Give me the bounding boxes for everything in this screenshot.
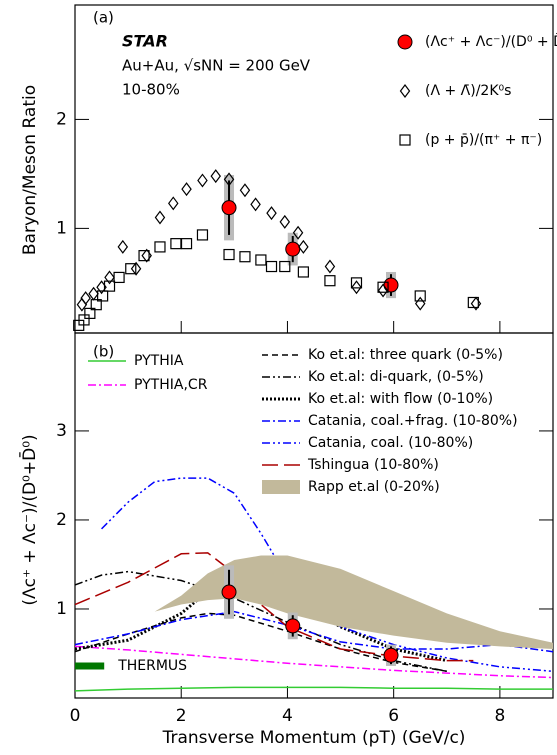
y-tick-label: 2: [56, 109, 67, 129]
legend-label: (p + p̄)/(π⁺ + π⁻): [425, 132, 542, 148]
point: [125, 263, 137, 275]
point: [279, 260, 291, 273]
point: [117, 239, 129, 254]
model-curve: [74, 686, 553, 692]
point: [197, 173, 208, 188]
point: [104, 270, 115, 285]
point: [467, 296, 479, 309]
y-axis-title: Baryon/Meson Ratio: [20, 85, 40, 255]
point: [138, 250, 150, 262]
model-band: [154, 555, 553, 650]
legend-label: Rapp et.al (0-20%): [308, 479, 440, 495]
legend-label: (Λ + Λ̄)/2K⁰s: [425, 83, 511, 99]
point: [239, 183, 251, 198]
point: [351, 280, 362, 295]
point: [383, 647, 399, 663]
point: [239, 251, 251, 263]
x-tick-label: 2: [176, 706, 187, 726]
panel-label: (a): [93, 9, 114, 27]
point: [221, 584, 237, 600]
x-tick-label: 0: [70, 706, 81, 726]
point: [97, 290, 109, 302]
point: [181, 182, 192, 197]
point: [103, 280, 116, 292]
point: [285, 241, 301, 257]
point: [113, 271, 125, 284]
system: Au+Au, √sNN = 200 GeV: [122, 57, 311, 75]
model-curve: [74, 612, 447, 673]
point: [377, 281, 389, 293]
point: [279, 214, 291, 229]
point: [292, 225, 304, 240]
legend-label: PYTHIA,CR: [134, 377, 208, 393]
legend-label: Tshingua (10-80%): [307, 457, 439, 473]
model-curve: [74, 576, 448, 663]
y-tick-label: 2: [56, 510, 67, 530]
y-axis-title: (Λc⁺ + Λc⁻)/(D⁰+D̄⁰): [18, 434, 40, 605]
frame-a: [74, 4, 554, 334]
x-axis-title: Transverse Momentum (pT) (GeV/c): [162, 728, 466, 748]
point: [221, 200, 237, 216]
model-curve: [74, 610, 554, 653]
centrality: 10-80%: [122, 81, 180, 99]
point: [255, 254, 267, 266]
legend-label: PYTHIA: [134, 353, 184, 369]
x-tick-label: 6: [388, 706, 399, 726]
point: [297, 266, 309, 278]
model-curve: [74, 552, 474, 662]
point: [324, 259, 336, 274]
point: [377, 283, 389, 298]
legend-label: Catania, coal.+frag. (10-80%): [308, 413, 518, 429]
point: [180, 238, 193, 250]
legend-label: Ko et.al: with flow (0-10%): [308, 391, 493, 407]
experiment: STAR: [122, 32, 168, 51]
point: [154, 210, 166, 225]
point: [383, 277, 399, 293]
point: [414, 290, 426, 302]
point: [470, 296, 482, 311]
point: [210, 169, 221, 184]
legend-label: (Λc⁺ + Λc⁻)/(D⁰ + D̄⁰): [425, 32, 557, 50]
legend-marker: [399, 84, 411, 98]
point: [141, 248, 152, 263]
point: [265, 260, 278, 273]
legend-label: Ko et.al: di-quark, (0-5%): [308, 369, 484, 385]
point: [223, 172, 235, 187]
point: [285, 618, 301, 634]
legend-label: Catania, coal. (10-80%): [308, 435, 473, 451]
model-curve: [74, 570, 447, 673]
point: [80, 291, 91, 306]
point: [324, 275, 336, 287]
legend-swatch: [262, 480, 300, 494]
y-tick-label: 3: [56, 421, 67, 441]
x-tick-label: 4: [282, 706, 293, 726]
point: [168, 196, 179, 211]
curve-label: THERMUS: [117, 658, 187, 674]
legend-label: Ko et.al: three quark (0-5%): [308, 347, 503, 363]
point: [90, 299, 102, 311]
x-tick-label: 8: [494, 706, 505, 726]
point: [223, 248, 235, 261]
point: [84, 307, 96, 319]
legend-marker: [399, 134, 411, 146]
y-tick-label: 1: [56, 218, 67, 238]
point: [266, 206, 277, 221]
point: [350, 277, 363, 289]
frame-b: [74, 332, 554, 699]
point: [196, 229, 209, 241]
point: [250, 197, 261, 212]
point: [130, 261, 142, 276]
y-tick-label: 1: [56, 599, 67, 619]
point: [170, 238, 182, 250]
point: [154, 241, 166, 253]
point: [414, 296, 426, 311]
panel-label: (b): [93, 343, 114, 361]
point: [298, 239, 309, 254]
legend-marker: [397, 34, 413, 50]
point: [78, 314, 90, 326]
